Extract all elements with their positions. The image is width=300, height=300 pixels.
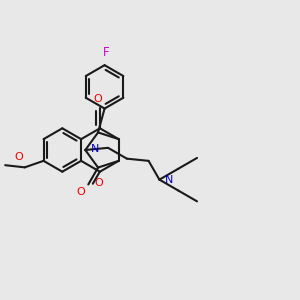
Text: O: O <box>94 178 103 188</box>
Text: O: O <box>14 152 23 162</box>
Text: O: O <box>76 188 85 197</box>
Text: N: N <box>91 144 100 154</box>
Text: N: N <box>165 175 173 184</box>
Text: F: F <box>103 46 110 59</box>
Text: O: O <box>94 94 103 104</box>
